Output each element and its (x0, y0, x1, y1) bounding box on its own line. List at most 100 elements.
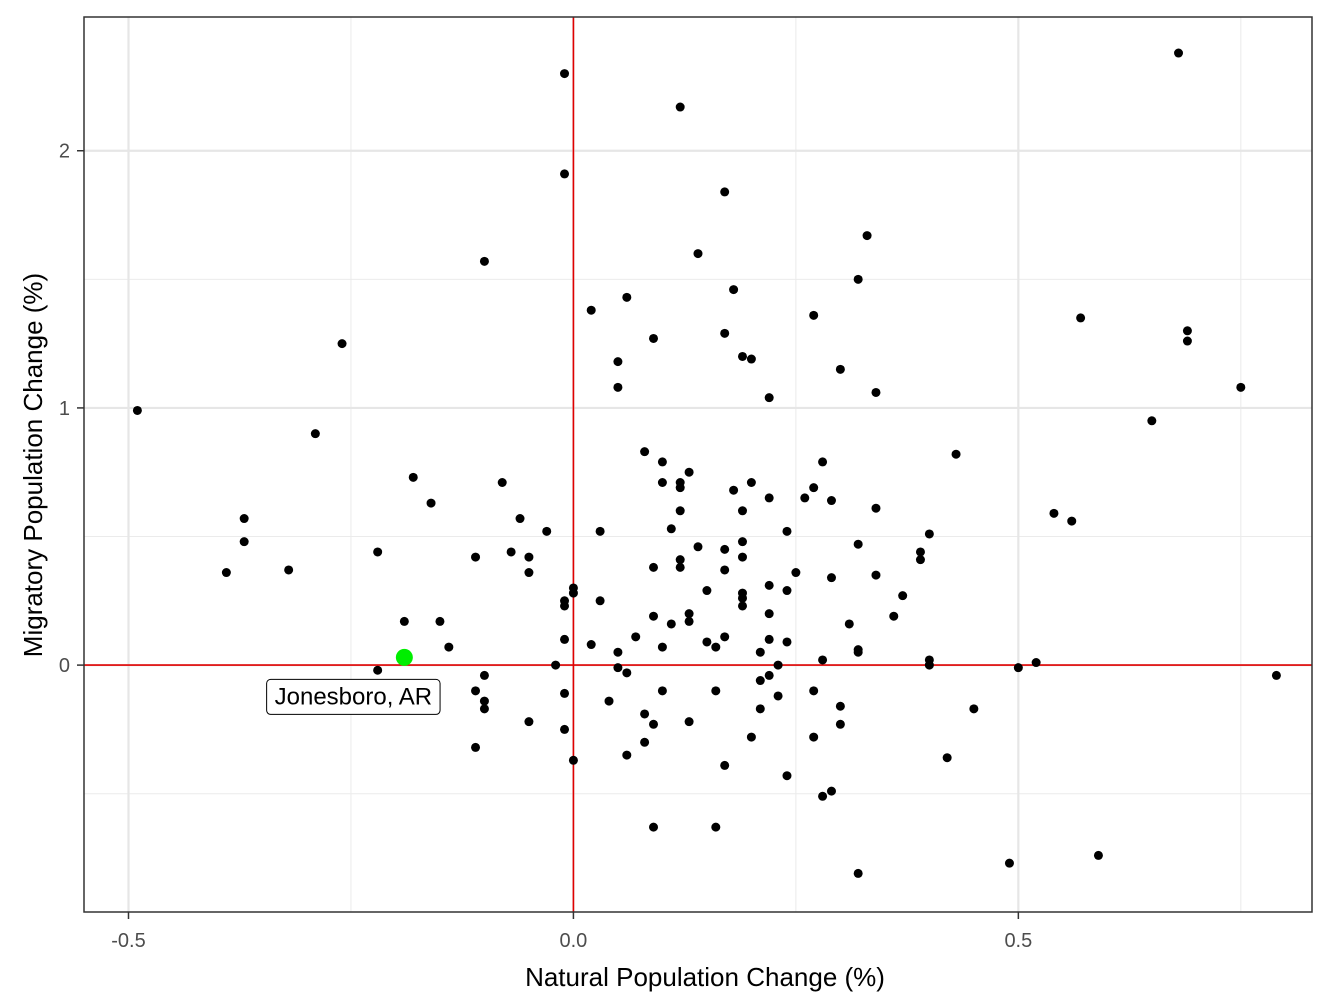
data-point (791, 568, 801, 578)
data-point (675, 483, 685, 493)
data-point (479, 256, 489, 266)
data-point (1013, 663, 1023, 673)
data-point (764, 609, 774, 619)
y-tick-label: 0 (59, 655, 70, 677)
data-point (657, 686, 667, 696)
data-point (1182, 336, 1192, 346)
data-point (675, 506, 685, 516)
data-point (755, 676, 765, 686)
x-axis-title: Natural Population Change (%) (525, 962, 885, 992)
data-point (613, 382, 623, 392)
data-point (221, 568, 231, 578)
data-point (524, 568, 534, 578)
data-point (640, 709, 650, 719)
data-point (613, 663, 623, 673)
data-point (666, 619, 676, 629)
data-point (426, 498, 436, 508)
data-point (373, 547, 383, 557)
data-point (684, 717, 694, 727)
data-point (560, 634, 570, 644)
y-axis-title: Migratory Population Change (%) (18, 273, 48, 657)
data-point (729, 285, 739, 295)
data-point (1067, 516, 1077, 526)
data-point (764, 670, 774, 680)
data-point (809, 310, 819, 320)
data-point (764, 393, 774, 403)
data-point (942, 753, 952, 763)
data-point (764, 634, 774, 644)
data-point (809, 483, 819, 493)
data-point (649, 333, 659, 343)
data-point (444, 642, 454, 652)
data-point (924, 529, 934, 539)
data-point (408, 472, 418, 482)
data-point (969, 704, 979, 714)
data-point (666, 524, 676, 534)
minor-gridlines (84, 17, 1312, 912)
data-point (622, 750, 632, 760)
data-point (506, 547, 516, 557)
data-point (915, 555, 925, 565)
data-point (862, 231, 872, 241)
data-point (853, 539, 863, 549)
data-point (657, 642, 667, 652)
data-point (853, 647, 863, 657)
data-point (622, 292, 632, 302)
data-point (711, 822, 721, 832)
y-tick-label: 1 (59, 398, 70, 420)
data-point (737, 593, 747, 603)
data-point (809, 686, 819, 696)
data-point (479, 696, 489, 706)
data-point (310, 429, 320, 439)
highlight-label: Jonesboro, AR (275, 683, 432, 710)
data-point (479, 670, 489, 680)
data-point (782, 526, 792, 536)
data-point (720, 328, 730, 338)
data-point (595, 596, 605, 606)
data-point (640, 737, 650, 747)
data-point (1182, 326, 1192, 336)
data-point (649, 562, 659, 572)
data-point (684, 467, 694, 477)
data-point (835, 719, 845, 729)
data-point (622, 668, 632, 678)
data-point (764, 580, 774, 590)
data-point (471, 552, 481, 562)
data-point (853, 868, 863, 878)
data-point (1049, 508, 1059, 518)
data-point (568, 755, 578, 765)
data-point (720, 187, 730, 197)
data-point (649, 719, 659, 729)
data-point (675, 102, 685, 112)
data-point (542, 526, 552, 536)
data-point (746, 732, 756, 742)
data-point (782, 637, 792, 647)
data-point (586, 305, 596, 315)
data-point (764, 493, 774, 503)
data-point (657, 457, 667, 467)
data-point (737, 537, 747, 547)
data-point (284, 565, 294, 575)
data-point (435, 616, 445, 626)
data-point (826, 496, 836, 506)
data-point (737, 601, 747, 611)
data-point (399, 616, 409, 626)
x-tick-label: 0.0 (560, 930, 588, 952)
data-point (684, 616, 694, 626)
data-point (239, 537, 249, 547)
data-point (613, 357, 623, 367)
data-point (737, 351, 747, 361)
data-point (551, 660, 561, 670)
data-point (898, 591, 908, 601)
data-point (524, 717, 534, 727)
data-point (871, 570, 881, 580)
data-point (915, 547, 925, 557)
data-point (649, 822, 659, 832)
data-point (337, 339, 347, 349)
data-point (1236, 382, 1246, 392)
data-point (524, 552, 534, 562)
data-point (560, 601, 570, 611)
data-point (924, 660, 934, 670)
data-point (631, 632, 641, 642)
data-point (684, 609, 694, 619)
